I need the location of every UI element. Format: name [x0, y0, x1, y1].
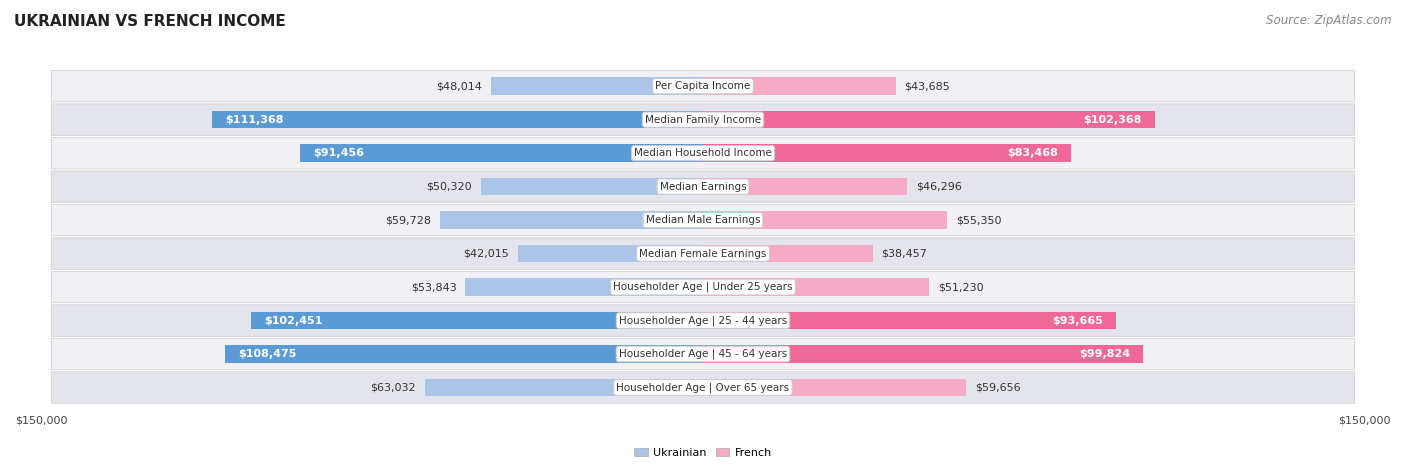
Bar	[703, 212, 948, 229]
Text: Householder Age | 45 - 64 years: Householder Age | 45 - 64 years	[619, 349, 787, 359]
Bar	[491, 78, 703, 95]
Bar	[440, 212, 703, 229]
Text: $42,015: $42,015	[463, 248, 509, 259]
FancyBboxPatch shape	[51, 238, 1355, 269]
Text: $59,656: $59,656	[974, 382, 1021, 393]
Bar	[703, 144, 1071, 162]
Text: Householder Age | Over 65 years: Householder Age | Over 65 years	[616, 382, 790, 393]
Text: $63,032: $63,032	[371, 382, 416, 393]
Text: Median Earnings: Median Earnings	[659, 182, 747, 191]
Text: UKRAINIAN VS FRENCH INCOME: UKRAINIAN VS FRENCH INCOME	[14, 14, 285, 29]
Text: $59,728: $59,728	[385, 215, 430, 225]
Text: $83,468: $83,468	[1007, 148, 1057, 158]
Text: Median Female Earnings: Median Female Earnings	[640, 248, 766, 259]
Text: Median Household Income: Median Household Income	[634, 148, 772, 158]
Bar	[517, 245, 703, 262]
Text: Householder Age | Under 25 years: Householder Age | Under 25 years	[613, 282, 793, 292]
Text: $99,824: $99,824	[1078, 349, 1130, 359]
Bar	[225, 345, 703, 363]
Bar	[425, 379, 703, 396]
Bar	[252, 312, 703, 329]
Bar	[703, 278, 929, 296]
Text: Householder Age | 25 - 44 years: Householder Age | 25 - 44 years	[619, 315, 787, 326]
Text: $48,014: $48,014	[436, 81, 482, 91]
Text: $108,475: $108,475	[238, 349, 297, 359]
Bar	[703, 178, 907, 195]
Text: $50,320: $50,320	[426, 182, 472, 191]
FancyBboxPatch shape	[51, 271, 1355, 303]
Text: Median Family Income: Median Family Income	[645, 115, 761, 125]
Text: $46,296: $46,296	[917, 182, 962, 191]
Text: Median Male Earnings: Median Male Earnings	[645, 215, 761, 225]
Bar	[703, 379, 966, 396]
Text: Source: ZipAtlas.com: Source: ZipAtlas.com	[1267, 14, 1392, 27]
Text: Per Capita Income: Per Capita Income	[655, 81, 751, 91]
Text: $53,843: $53,843	[411, 282, 457, 292]
Bar	[481, 178, 703, 195]
Bar	[212, 111, 703, 128]
Legend: Ukrainian, French: Ukrainian, French	[630, 443, 776, 462]
Bar	[703, 312, 1116, 329]
Bar	[703, 111, 1154, 128]
Text: $38,457: $38,457	[882, 248, 928, 259]
Text: $93,665: $93,665	[1052, 316, 1102, 325]
Text: $111,368: $111,368	[225, 115, 284, 125]
Bar	[299, 144, 703, 162]
Text: $102,451: $102,451	[264, 316, 323, 325]
Bar	[703, 345, 1143, 363]
Bar	[703, 245, 873, 262]
FancyBboxPatch shape	[51, 372, 1355, 403]
FancyBboxPatch shape	[51, 71, 1355, 102]
Text: $55,350: $55,350	[956, 215, 1001, 225]
Bar	[703, 78, 896, 95]
FancyBboxPatch shape	[51, 305, 1355, 336]
FancyBboxPatch shape	[51, 205, 1355, 236]
FancyBboxPatch shape	[51, 104, 1355, 135]
Text: $43,685: $43,685	[904, 81, 950, 91]
Text: $91,456: $91,456	[312, 148, 364, 158]
FancyBboxPatch shape	[51, 338, 1355, 370]
FancyBboxPatch shape	[51, 137, 1355, 169]
Bar	[465, 278, 703, 296]
FancyBboxPatch shape	[51, 171, 1355, 202]
Text: $102,368: $102,368	[1083, 115, 1142, 125]
Text: $51,230: $51,230	[938, 282, 983, 292]
